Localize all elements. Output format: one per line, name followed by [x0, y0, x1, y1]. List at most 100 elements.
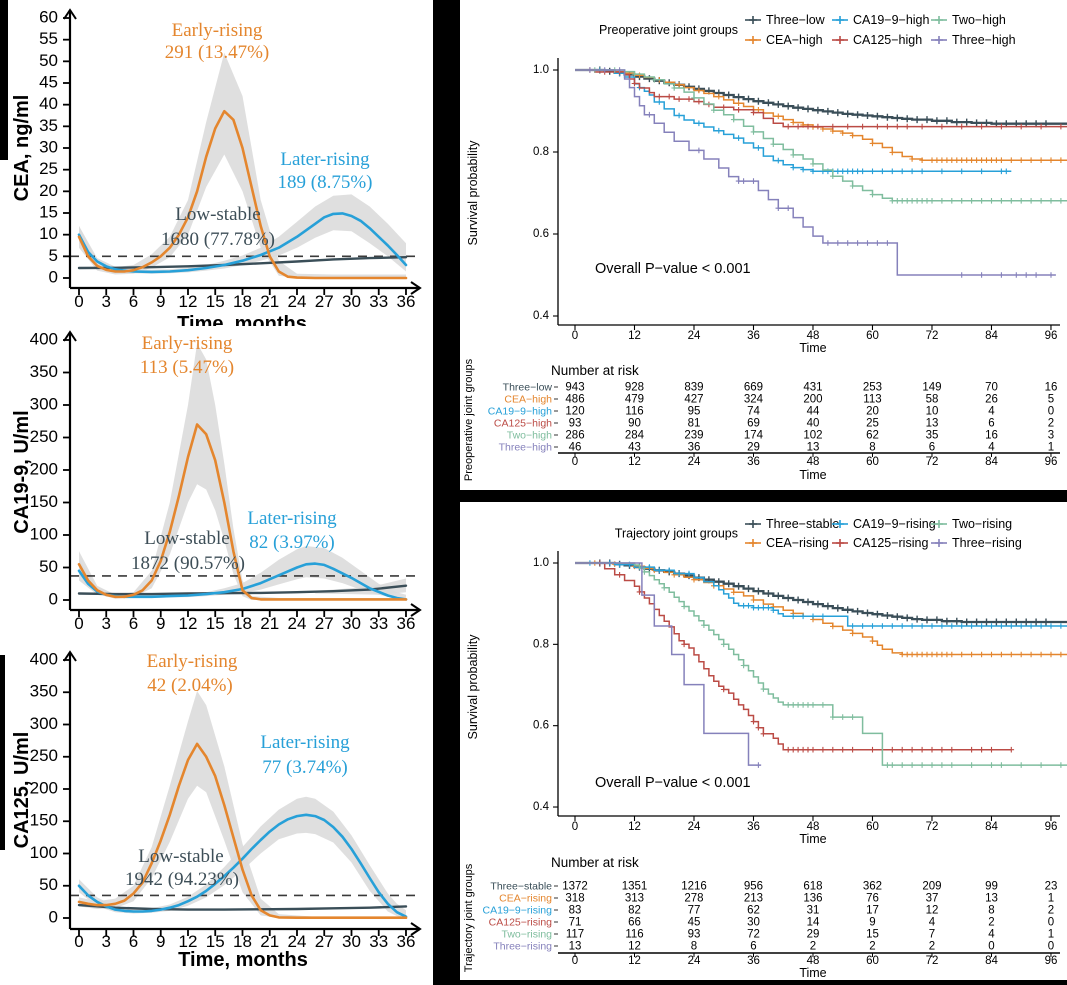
trajectory-km-chart: Trajectory joint groupsThree−stableCEA−r…: [463, 517, 1067, 980]
x-tick-label: 84: [985, 821, 998, 833]
risk-table-row: CEA−rising 318 313 278 213 136 76 37 13 1: [499, 893, 1054, 905]
x-tick-label: 3: [102, 614, 111, 633]
risk-count: 4: [988, 442, 995, 454]
legend-label: CA19−9−high: [853, 13, 930, 27]
x-tick-label: 33: [369, 932, 388, 951]
risk-axis-tick-label: 60: [866, 955, 879, 967]
risk-count: 486: [565, 394, 584, 406]
group-name-annotation: Later-rising: [280, 149, 370, 170]
censor-plus-icon: [836, 520, 844, 528]
y-tick-label: 100: [30, 524, 58, 543]
group-name-annotation: Early-rising: [172, 20, 263, 41]
preoperative-km-figure-panel: Preoperative joint groups Three−low CEA−hi…: [460, 0, 1067, 490]
x-tick-label: 12: [628, 821, 641, 833]
x-tick-label: 0: [572, 330, 578, 342]
x-tick-label: 33: [369, 292, 388, 311]
y-tick-label: 25: [39, 159, 58, 178]
x-tick-label: 0: [74, 614, 83, 633]
later-rising-curve: [77, 212, 408, 274]
risk-table-title: Number at risk: [551, 363, 639, 378]
risk-count: 26: [985, 394, 998, 406]
group-count-annotation: 42 (2.04%): [147, 675, 232, 696]
legend-item-Three−high: Three−high: [931, 33, 1016, 47]
risk-axis-tick-label: 60: [866, 456, 879, 468]
risk-count: 23: [1045, 881, 1058, 893]
risk-count: 213: [744, 893, 763, 905]
y-tick-label: 20: [39, 181, 58, 200]
risk-count: 8: [988, 905, 994, 917]
x-tick-label: 21: [260, 614, 279, 633]
risk-count: 431: [803, 382, 822, 394]
y-tick-label: 55: [39, 29, 58, 48]
y-tick-label: 50: [39, 875, 58, 894]
y-tick-label: 15: [39, 202, 58, 221]
x-axis-arrow-icon: [410, 922, 422, 936]
risk-axis-tick-label: 48: [807, 955, 820, 967]
low-stable-curve: [77, 903, 408, 911]
risk-count: 116: [625, 406, 643, 418]
risk-row-label: CEA−high: [504, 394, 552, 406]
y-axis-title: Survival probability: [466, 634, 480, 740]
risk-axis-tick-label: 48: [807, 456, 820, 468]
risk-axis-tick-label: 24: [688, 955, 701, 967]
risk-count: 839: [684, 382, 703, 394]
x-axis-arrow-icon: [410, 603, 422, 617]
legend-label: CA125−rising: [853, 536, 928, 550]
x-tick-label: 6: [129, 292, 138, 311]
risk-count: 928: [625, 382, 644, 394]
legend-label: CA125−high: [853, 33, 922, 47]
Three−high-survival-curve: [575, 69, 1056, 276]
risk-count: 13: [569, 941, 582, 953]
x-tick-label: 9: [156, 932, 165, 951]
risk-count: 0: [1048, 941, 1054, 953]
preop-km-group: Preoperative joint groupsThree−lowCEA−hi…: [463, 13, 1067, 482]
group-name-annotation: Low-stable: [138, 846, 223, 867]
y-tick-label: 0.6: [533, 720, 549, 732]
x-tick-label: 36: [397, 932, 416, 951]
x-tick-label: 72: [926, 821, 939, 833]
risk-count: 239: [684, 430, 703, 442]
risk-count: 44: [807, 406, 820, 418]
x-tick-label: 36: [747, 821, 760, 833]
risk-count: 93: [569, 418, 582, 430]
risk-count: 1: [1048, 929, 1054, 941]
group-count-annotation: 77 (3.74%): [262, 757, 347, 778]
risk-count: 209: [922, 881, 941, 893]
risk-count: 2: [869, 941, 875, 953]
risk-row-label: Three−high: [499, 442, 553, 454]
legend-item-Two−high: Two−high: [931, 13, 1006, 27]
risk-count: 102: [803, 430, 822, 442]
x-tick-label: 24: [688, 330, 701, 342]
trajectory-km-figure-panel: Trajectory joint groups Three−stable CEA−r…: [460, 502, 1067, 980]
risk-count: 2: [1048, 418, 1054, 430]
low-stable-curve: [77, 256, 408, 270]
censor-plus-icon: [749, 539, 757, 547]
x-tick-label: 15: [206, 292, 225, 311]
y-tick-label: 400: [30, 329, 58, 348]
x-tick-label: 30: [342, 614, 361, 633]
risk-count: 618: [803, 881, 822, 893]
risk-count: 313: [625, 893, 644, 905]
risk-axis-tick-label: 72: [926, 955, 939, 967]
legend-item-CEA−high: CEA−high: [745, 33, 823, 47]
legend-item-Three−rising: Three−rising: [931, 536, 1022, 550]
risk-axis-tick-label: 12: [628, 955, 641, 967]
y-tick-label: 0.4: [533, 801, 550, 813]
risk-table-row: CA125−high 93 90 81 69 40 25 13 6 2: [494, 418, 1054, 430]
group-name-annotation: Early-rising: [147, 651, 238, 672]
censor-plus-icon: [935, 539, 943, 547]
group-count-annotation: 189 (8.75%): [278, 172, 373, 193]
x-tick-label: 18: [233, 614, 252, 633]
y-tick-label: 40: [39, 94, 58, 113]
y-axis-arrow-icon: [63, 650, 77, 662]
legend-label: Two−rising: [952, 517, 1012, 531]
group-name-annotation: Later-rising: [260, 732, 350, 753]
CA125−high-censor-marks: [587, 67, 1064, 130]
risk-count: 1351: [622, 881, 648, 893]
risk-row-label: CA19−9−high: [488, 406, 552, 418]
y-axis-arrow-icon: [63, 8, 77, 20]
risk-count: 90: [628, 418, 641, 430]
risk-count: 0: [988, 941, 994, 953]
risk-axis-tick-label: 12: [628, 456, 641, 468]
